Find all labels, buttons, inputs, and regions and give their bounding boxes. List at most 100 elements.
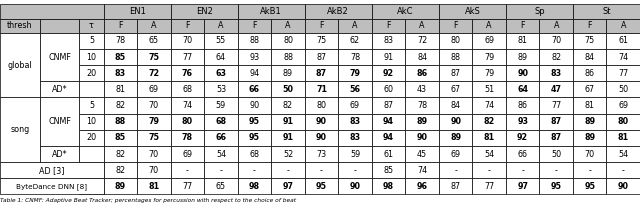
Bar bbox=[540, 162, 573, 178]
Bar bbox=[472, 130, 506, 146]
Text: 90: 90 bbox=[250, 101, 260, 110]
Text: F: F bbox=[319, 21, 324, 30]
Text: F: F bbox=[588, 21, 592, 30]
Text: 5: 5 bbox=[89, 37, 94, 45]
Bar bbox=[540, 146, 573, 162]
Text: 87: 87 bbox=[550, 117, 562, 126]
Bar bbox=[104, 130, 137, 146]
Bar bbox=[405, 162, 439, 178]
Text: A: A bbox=[352, 21, 358, 30]
Bar bbox=[405, 49, 439, 65]
Text: A: A bbox=[285, 21, 291, 30]
Text: 50: 50 bbox=[618, 85, 628, 94]
Bar bbox=[573, 49, 607, 65]
Bar bbox=[540, 97, 573, 114]
Text: 80: 80 bbox=[618, 117, 629, 126]
Text: 53: 53 bbox=[216, 85, 226, 94]
Bar bbox=[607, 178, 640, 194]
Bar bbox=[439, 146, 472, 162]
Bar bbox=[540, 81, 573, 97]
Text: 89: 89 bbox=[518, 52, 528, 62]
Text: 79: 79 bbox=[484, 69, 494, 78]
Text: AkS: AkS bbox=[465, 7, 481, 16]
Text: -: - bbox=[454, 166, 457, 175]
Text: 47: 47 bbox=[550, 85, 562, 94]
Text: 75: 75 bbox=[584, 37, 595, 45]
Text: 64: 64 bbox=[216, 52, 226, 62]
Bar bbox=[472, 97, 506, 114]
Bar bbox=[439, 130, 472, 146]
Text: 90: 90 bbox=[417, 133, 428, 142]
Text: 92: 92 bbox=[517, 133, 528, 142]
Bar bbox=[271, 178, 305, 194]
Bar bbox=[237, 162, 271, 178]
Text: 68: 68 bbox=[250, 149, 259, 159]
Bar bbox=[237, 146, 271, 162]
Text: thresh: thresh bbox=[7, 21, 33, 30]
Bar bbox=[372, 178, 405, 194]
Text: 69: 69 bbox=[149, 85, 159, 94]
Bar bbox=[305, 19, 339, 33]
Bar bbox=[439, 114, 472, 130]
Text: 79: 79 bbox=[349, 69, 360, 78]
Bar bbox=[171, 65, 204, 81]
Text: 43: 43 bbox=[417, 85, 427, 94]
Bar bbox=[237, 130, 271, 146]
Text: 55: 55 bbox=[216, 37, 226, 45]
Text: 95: 95 bbox=[550, 182, 562, 191]
Text: 59: 59 bbox=[350, 149, 360, 159]
Bar bbox=[237, 65, 271, 81]
Text: 90: 90 bbox=[316, 117, 327, 126]
Text: 67: 67 bbox=[585, 85, 595, 94]
Bar bbox=[372, 114, 405, 130]
Bar bbox=[171, 19, 204, 33]
Bar bbox=[171, 49, 204, 65]
Text: F: F bbox=[453, 21, 458, 30]
Bar bbox=[79, 81, 104, 97]
Bar bbox=[472, 19, 506, 33]
Text: 89: 89 bbox=[584, 117, 595, 126]
Bar bbox=[104, 97, 137, 114]
Text: 92: 92 bbox=[383, 69, 394, 78]
Bar bbox=[339, 81, 372, 97]
Text: 64: 64 bbox=[517, 85, 528, 94]
Text: 89: 89 bbox=[283, 69, 293, 78]
Bar bbox=[237, 33, 271, 49]
Text: 94: 94 bbox=[250, 69, 260, 78]
Bar bbox=[439, 19, 472, 33]
Bar bbox=[0, 19, 40, 33]
Text: 67: 67 bbox=[451, 85, 461, 94]
Text: 85: 85 bbox=[115, 52, 126, 62]
Bar bbox=[506, 65, 540, 81]
Bar bbox=[171, 114, 204, 130]
Bar bbox=[573, 130, 607, 146]
Bar bbox=[171, 146, 204, 162]
Bar bbox=[104, 4, 171, 19]
Bar bbox=[40, 97, 79, 146]
Text: 50: 50 bbox=[282, 85, 294, 94]
Text: 70: 70 bbox=[182, 37, 193, 45]
Bar bbox=[137, 114, 171, 130]
Text: 81: 81 bbox=[115, 85, 125, 94]
Bar bbox=[372, 81, 405, 97]
Bar bbox=[305, 178, 339, 194]
Text: 69: 69 bbox=[484, 37, 494, 45]
Bar bbox=[506, 33, 540, 49]
Text: 82: 82 bbox=[283, 101, 293, 110]
Bar bbox=[540, 114, 573, 130]
Text: 91: 91 bbox=[383, 52, 394, 62]
Bar bbox=[506, 130, 540, 146]
Bar bbox=[439, 33, 472, 49]
Text: τ: τ bbox=[89, 21, 94, 30]
Text: 90: 90 bbox=[517, 69, 528, 78]
Bar bbox=[573, 81, 607, 97]
Bar bbox=[405, 97, 439, 114]
Text: 83: 83 bbox=[550, 69, 562, 78]
Bar bbox=[137, 65, 171, 81]
Bar bbox=[137, 97, 171, 114]
Bar bbox=[472, 49, 506, 65]
Text: 87: 87 bbox=[451, 69, 461, 78]
Bar bbox=[405, 130, 439, 146]
Text: -: - bbox=[253, 166, 256, 175]
Text: 88: 88 bbox=[115, 117, 126, 126]
